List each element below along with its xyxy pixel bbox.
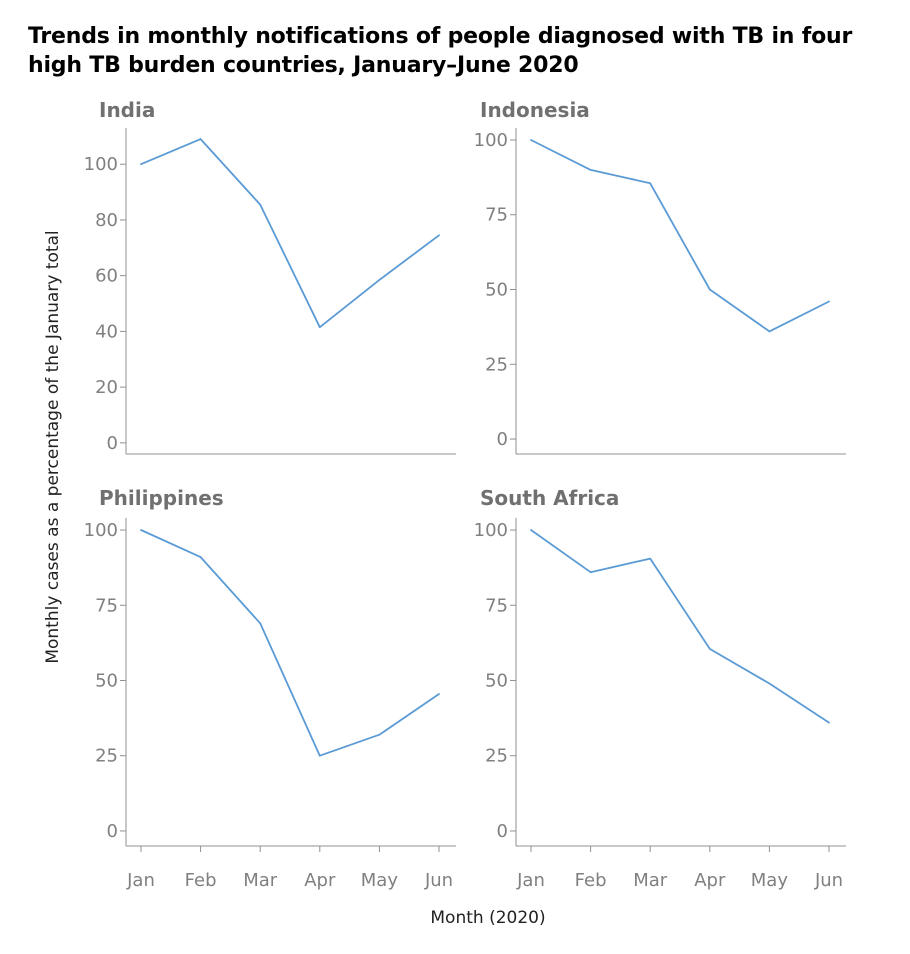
data-point: [199, 556, 202, 559]
chart-title: Trends in monthly notifications of peopl…: [28, 24, 853, 78]
y-tick-label: 60: [95, 266, 118, 287]
y-tick-label: 0: [497, 821, 508, 842]
data-point: [259, 622, 262, 625]
data-point: [708, 288, 711, 291]
y-tick-label: 100: [84, 520, 118, 541]
x-tick-label: Jan: [126, 870, 155, 891]
y-tick-label: 50: [485, 280, 508, 301]
x-tick-label: Feb: [575, 870, 607, 891]
data-point: [438, 693, 440, 695]
data-point: [438, 234, 440, 237]
series-line-south-africa: [530, 529, 830, 724]
data-point: [318, 326, 321, 329]
data-point: [768, 682, 771, 685]
data-point: [649, 182, 652, 185]
y-tick-label: 20: [95, 377, 118, 398]
y-tick-label: 75: [485, 205, 508, 226]
x-axis-label: Month (2020): [430, 908, 545, 928]
data-point: [378, 733, 381, 736]
y-tick-label: 0: [107, 821, 118, 842]
y-tick-label: 25: [95, 746, 118, 767]
panel-title-philippines: Philippines: [99, 486, 224, 510]
series-line-philippines: [140, 529, 440, 757]
y-tick-label: 50: [485, 670, 508, 691]
panel-title-south-africa: South Africa: [480, 486, 619, 510]
data-point: [318, 754, 321, 757]
y-tick-label: 0: [497, 429, 508, 450]
data-point: [649, 557, 652, 560]
data-point: [708, 647, 711, 650]
y-tick-label: 25: [485, 746, 508, 767]
data-point: [589, 168, 592, 171]
series-line-india: [140, 138, 440, 329]
data-point: [828, 300, 830, 303]
data-point: [768, 330, 771, 333]
y-tick-label: 75: [485, 595, 508, 616]
series-line-indonesia: [530, 139, 830, 333]
y-tick-label: 40: [95, 321, 118, 342]
data-point: [199, 138, 202, 141]
data-point: [589, 571, 592, 574]
x-tick-label: Jun: [814, 870, 843, 891]
y-axis-label: Monthly cases as a percentage of the Jan…: [43, 230, 63, 663]
panel-philippines: Philippines 0 25 50 75 100 Jan Feb Mar Apr May Jun: [84, 486, 456, 891]
x-tick-label: Jun: [424, 870, 453, 891]
panel-south-africa: South Africa 0 25 50 75 100 Jan Feb Mar Apr May Jun: [474, 486, 846, 891]
y-tick-label: 50: [95, 670, 118, 691]
x-tick-label: May: [361, 870, 399, 891]
panel-indonesia: Indonesia 0 25 50 75 100: [474, 98, 846, 455]
x-tick-label: Apr: [694, 870, 726, 891]
data-point: [828, 721, 830, 724]
y-tick-label: 0: [107, 433, 118, 454]
data-point: [378, 278, 381, 281]
y-tick-label: 75: [95, 595, 118, 616]
y-tick-label: 25: [485, 354, 508, 375]
y-tick-label: 80: [95, 210, 118, 231]
panel-india: India 0 20 40 60 80 100: [84, 98, 456, 455]
x-tick-label: Apr: [304, 870, 336, 891]
panel-title-india: India: [99, 98, 155, 122]
y-tick-label: 100: [474, 520, 508, 541]
x-tick-label: Feb: [185, 870, 217, 891]
x-tick-label: May: [751, 870, 789, 891]
y-tick-label: 100: [474, 130, 508, 151]
panels-group: India020406080100Indonesia0255075100Phil…: [84, 98, 846, 891]
data-point: [530, 529, 532, 531]
data-point: [530, 139, 532, 141]
data-point: [140, 163, 142, 166]
panel-title-indonesia: Indonesia: [480, 98, 590, 122]
x-tick-label: Jan: [516, 870, 545, 891]
x-tick-label: Mar: [633, 870, 668, 891]
x-tick-label: Mar: [243, 870, 278, 891]
data-point: [259, 203, 262, 206]
data-point: [140, 529, 142, 531]
y-tick-label: 100: [84, 154, 118, 175]
